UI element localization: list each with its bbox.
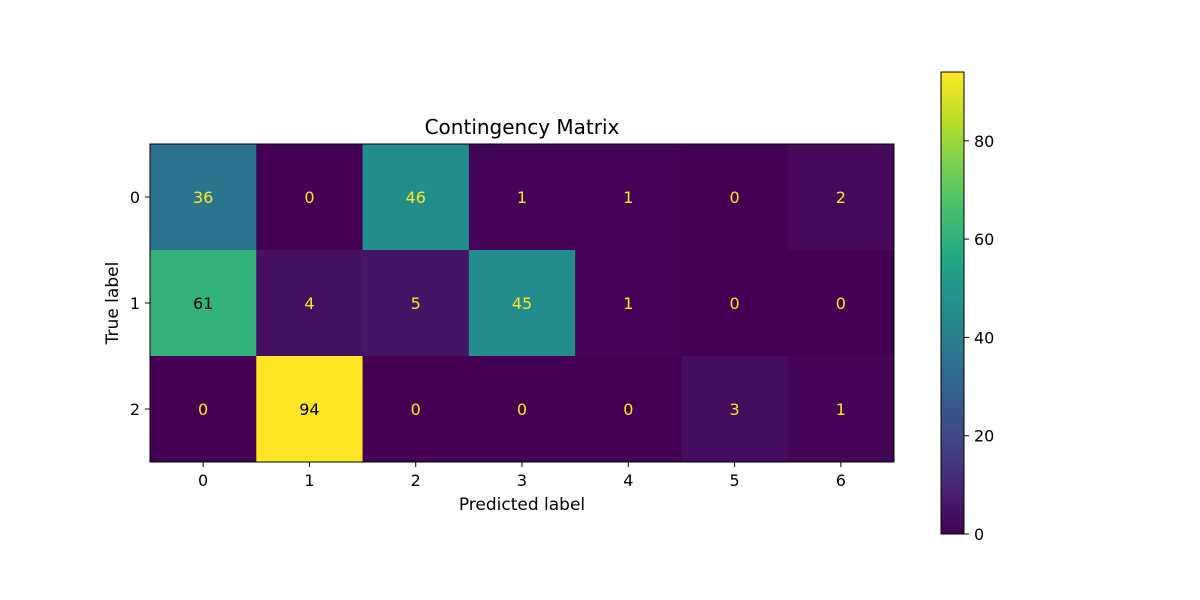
y-axis-label: True label	[103, 262, 123, 346]
y-tick-label: 1	[130, 294, 140, 313]
cell-value-label: 0	[198, 400, 208, 419]
cell-value-label: 45	[512, 294, 532, 313]
heatmap-cell	[468, 356, 576, 463]
cell-value-label: 0	[623, 400, 633, 419]
colorbar-tick-label: 0	[974, 525, 984, 544]
x-tick-label: 2	[411, 471, 421, 490]
heatmap-cell	[681, 144, 789, 251]
x-tick-label: 4	[623, 471, 633, 490]
x-axis-label: Predicted label	[459, 495, 585, 515]
cell-value-label: 3	[729, 400, 739, 419]
colorbar-tick-label: 60	[974, 230, 994, 249]
heatmap-cell	[787, 356, 895, 463]
cell-value-label: 0	[836, 294, 846, 313]
heatmap-cell	[787, 250, 895, 357]
heatmap-cell	[787, 144, 895, 251]
x-tick-label: 5	[729, 471, 739, 490]
heatmap-cell	[681, 356, 789, 463]
heatmap-cell	[150, 250, 257, 357]
colorbar-tick-label: 20	[974, 427, 994, 446]
cell-value-label: 0	[517, 400, 527, 419]
cell-value-label: 4	[304, 294, 314, 313]
heatmap-cell	[575, 250, 682, 357]
cell-value-label: 36	[193, 188, 213, 207]
cell-value-label: 0	[729, 294, 739, 313]
x-tick-label: 3	[517, 471, 527, 490]
heatmap-cell	[362, 250, 470, 357]
heatmap-cell-labels: 36 0 46 1 1 0 261 4 5 45 1 0 00 94 0 0 0 3 1	[193, 188, 846, 419]
heatmap-cell	[150, 144, 257, 251]
heatmap-cells	[150, 144, 895, 463]
colorbar	[940, 71, 965, 535]
y-tick-label: 2	[130, 400, 140, 419]
heatmap-cell	[681, 250, 789, 357]
x-tick-label: 1	[304, 471, 314, 490]
y-tick-label: 0	[130, 188, 140, 207]
x-axis-ticks: 0 1 2 3 4 5 6	[198, 462, 846, 490]
chart-title: Contingency Matrix	[425, 115, 620, 139]
heatmap-cell	[468, 144, 576, 251]
cell-value-label: 0	[729, 188, 739, 207]
colorbar-tick-label: 80	[974, 132, 994, 151]
cell-value-label: 46	[406, 188, 426, 207]
cell-value-label: 0	[411, 400, 421, 419]
cell-value-label: 2	[836, 188, 846, 207]
heatmap-cell	[256, 144, 364, 251]
colorbar-tick-label: 40	[974, 328, 994, 347]
heatmap-cell	[468, 250, 576, 357]
cell-value-label: 61	[193, 294, 213, 313]
colorbar-ticks: 0 20 40 60 80	[964, 132, 994, 544]
x-tick-label: 0	[198, 471, 208, 490]
heatmap-cell	[256, 250, 364, 357]
heatmap-cell	[575, 356, 682, 463]
heatmap-cell	[256, 356, 364, 463]
cell-value-label: 1	[517, 188, 527, 207]
cell-value-label: 5	[411, 294, 421, 313]
heatmap-cell	[150, 356, 257, 463]
cell-value-label: 0	[304, 188, 314, 207]
heatmap-cell	[575, 144, 682, 251]
x-tick-label: 6	[836, 471, 846, 490]
cell-value-label: 1	[836, 400, 846, 419]
cell-value-label: 94	[299, 400, 319, 419]
cell-value-label: 1	[623, 294, 633, 313]
y-axis-ticks: 0 1 2	[130, 188, 150, 419]
cell-value-label: 1	[623, 188, 633, 207]
heatmap-cell	[362, 356, 470, 463]
heatmap-cell	[362, 144, 470, 251]
